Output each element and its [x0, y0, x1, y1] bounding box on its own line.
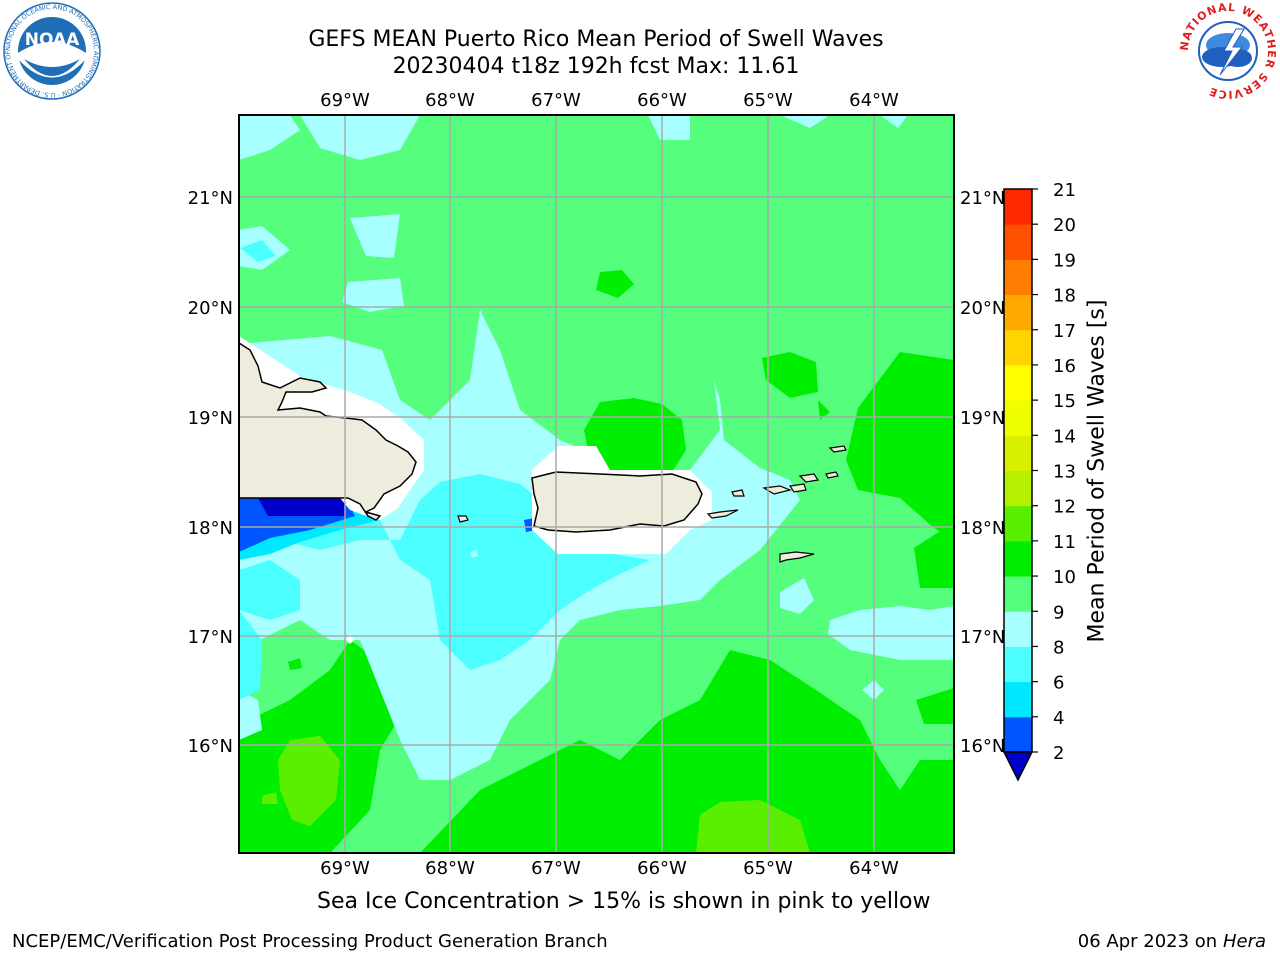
- lon-label-top: 66°W: [637, 90, 687, 111]
- colorbar-segment: [1004, 540, 1032, 577]
- colorbar-tick-label: 13: [1053, 462, 1076, 483]
- chart-subtitle: 20230404 t18z 192h fcst Max: 11.61: [392, 54, 800, 79]
- lon-label-bottom: 67°W: [531, 858, 581, 879]
- colorbar-tick-label: 8: [1053, 637, 1064, 658]
- noaa-logo-text: NOAA: [25, 30, 80, 50]
- colorbar-segment: [1004, 505, 1032, 542]
- lat-label-right: 19°N: [960, 408, 1005, 429]
- lon-label-bottom: 65°W: [743, 858, 793, 879]
- colorbar-segment: [1004, 681, 1032, 718]
- colorbar-tick-label: 17: [1053, 321, 1076, 342]
- colorbar-tick-label: 16: [1053, 356, 1076, 377]
- colorbar-tick-label: 15: [1053, 391, 1076, 412]
- swell-period-field: [239, 115, 954, 853]
- colorbar-tick-label: 18: [1053, 286, 1076, 307]
- colorbar-segment: [1004, 189, 1032, 225]
- lat-label-right: 17°N: [960, 627, 1005, 648]
- lon-label-top: 65°W: [743, 90, 793, 111]
- colorbar-tick-label: 9: [1053, 602, 1064, 623]
- lat-label-left: 16°N: [188, 736, 233, 757]
- colorbar-under-triangle: [1002, 751, 1034, 782]
- colorbar-segment: [1004, 435, 1032, 471]
- lat-label-right: 21°N: [960, 188, 1005, 209]
- colorbar-segment: [1004, 646, 1032, 683]
- footer-credit: NCEP/EMC/Verification Post Processing Pr…: [12, 931, 608, 952]
- colorbar-segment: [1004, 224, 1032, 260]
- colorbar-segment: [1004, 716, 1032, 753]
- lat-label-right: 16°N: [960, 736, 1005, 757]
- lon-label-top: 68°W: [425, 90, 475, 111]
- colorbar-tick-label: 11: [1053, 532, 1076, 553]
- colorbar-segment: [1004, 364, 1032, 401]
- colorbar-tick-label: 21: [1053, 180, 1076, 201]
- colorbar-segment: [1004, 259, 1032, 296]
- lon-label-bottom: 69°W: [320, 858, 370, 879]
- chart-title: GEFS MEAN Puerto Rico Mean Period of Swe…: [308, 27, 884, 52]
- lat-label-left: 20°N: [188, 298, 233, 319]
- sea-ice-note: Sea Ice Concentration > 15% is shown in …: [317, 889, 931, 914]
- nws-logo: NATIONAL WEATHER SERVICE: [1178, 1, 1277, 101]
- colorbar-segment: [1004, 470, 1032, 507]
- lon-label-bottom: 66°W: [637, 858, 687, 879]
- footer-machine: Hera: [1222, 931, 1266, 952]
- colorbar-tick-label: 10: [1053, 567, 1076, 588]
- lat-label-right: 20°N: [960, 298, 1005, 319]
- lon-label-top: 67°W: [531, 90, 581, 111]
- lat-label-right: 18°N: [960, 518, 1005, 539]
- colorbar-tick-label: 19: [1053, 250, 1076, 271]
- lat-label-left: 17°N: [188, 627, 233, 648]
- noaa-logo: NATIONAL OCEANIC AND ATMOSPHERIC ADMINIS…: [2, 1, 101, 100]
- colorbar-segment: [1004, 400, 1032, 436]
- lat-label-left: 21°N: [188, 188, 233, 209]
- colorbar-tick-label: 2: [1053, 743, 1064, 764]
- map-frame: [238, 114, 955, 854]
- colorbar-tick-label: 12: [1053, 497, 1076, 518]
- lon-label-top: 64°W: [849, 90, 899, 111]
- lon-label-bottom: 68°W: [425, 858, 475, 879]
- colorbar-label: Mean Period of Swell Waves [s]: [1084, 299, 1110, 643]
- colorbar-tick-label: 20: [1053, 215, 1076, 236]
- graticule: [239, 115, 954, 853]
- colorbar-tick-label: 14: [1053, 426, 1076, 447]
- colorbar-tick-label: 4: [1053, 708, 1064, 729]
- lat-label-left: 19°N: [188, 408, 233, 429]
- colorbar-segment: [1004, 611, 1032, 647]
- colorbar-segment: [1004, 329, 1032, 366]
- lat-label-left: 18°N: [188, 518, 233, 539]
- lon-label-top: 69°W: [320, 90, 370, 111]
- lon-label-bottom: 64°W: [849, 858, 899, 879]
- colorbar-tick-label: 6: [1053, 673, 1064, 694]
- colorbar-segment: [1004, 294, 1032, 331]
- colorbar-segment: [1004, 576, 1032, 612]
- footer-date: 06 Apr 2023 on Hera: [1077, 931, 1266, 952]
